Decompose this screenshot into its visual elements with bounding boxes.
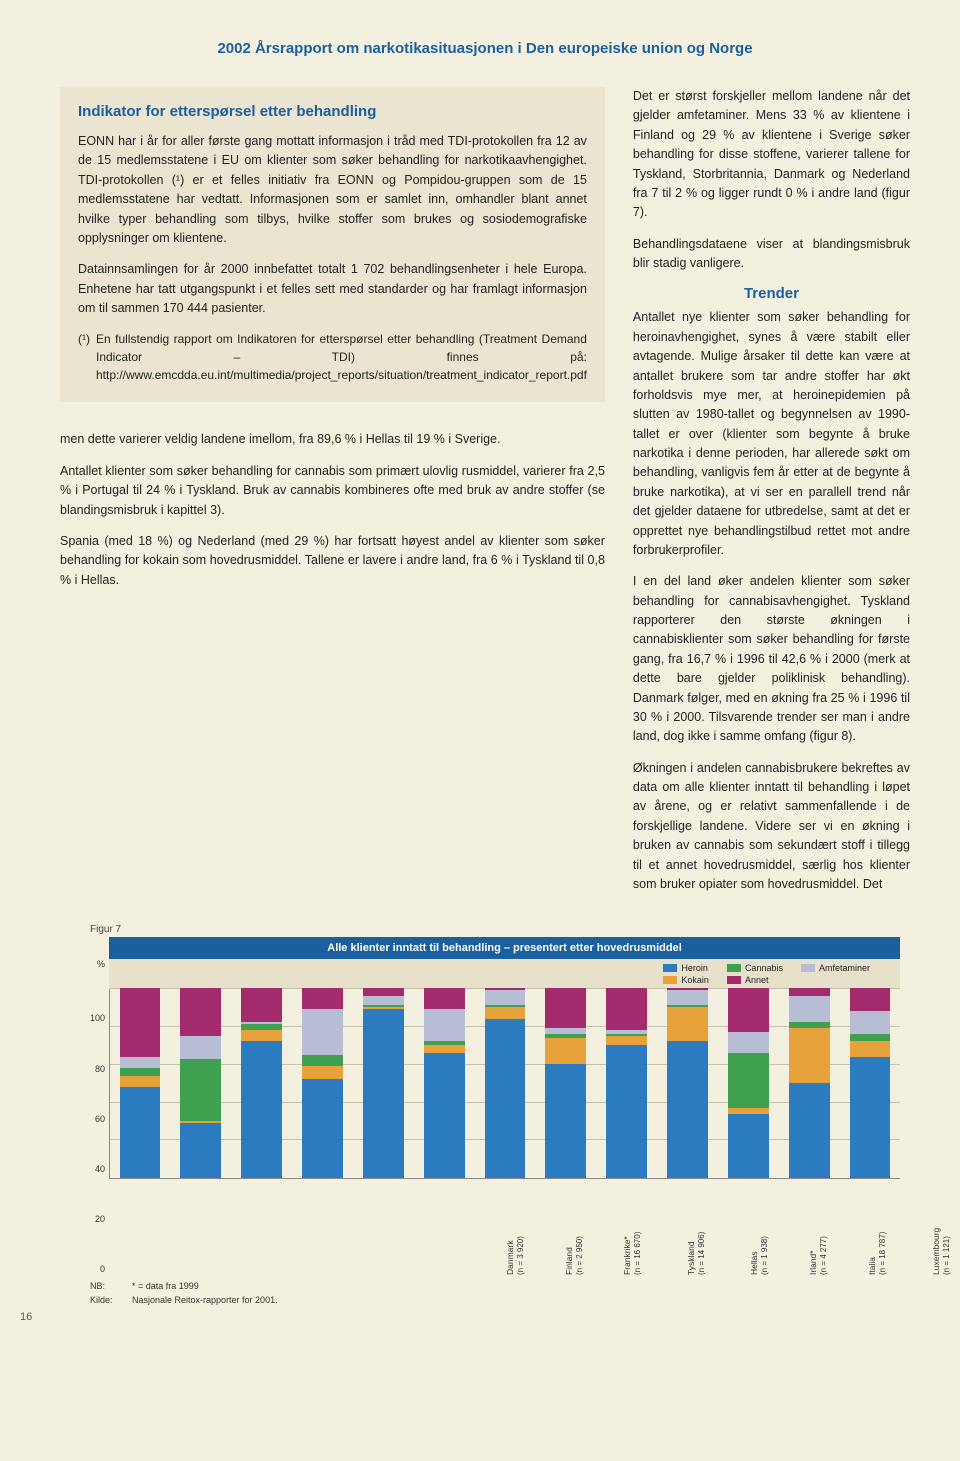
bar-11 bbox=[789, 988, 830, 1178]
footnote-text: En fullstendig rapport om Indikatoren fo… bbox=[96, 330, 587, 384]
left-p2: Antallet klienter som søker behandling f… bbox=[60, 462, 605, 520]
y-axis: % 100 80 60 40 20 0 bbox=[90, 937, 109, 1274]
bar-0 bbox=[120, 988, 161, 1178]
chart-title: Alle klienter inntatt til behandling – p… bbox=[109, 937, 900, 959]
ytick-80: 80 bbox=[95, 1065, 105, 1074]
note-kilde-label: Kilde: bbox=[90, 1294, 132, 1308]
right-p3: Antallet nye klienter som søker behandli… bbox=[633, 308, 910, 560]
figure-label: Figur 7 bbox=[90, 924, 900, 935]
two-column-layout: Indikator for etterspørsel etter behandl… bbox=[60, 87, 910, 894]
info-box-title: Indikator for etterspørsel etter behandl… bbox=[78, 103, 587, 120]
legend-heroin: Heroin bbox=[663, 963, 709, 973]
note-nb-text: * = data fra 1999 bbox=[132, 1281, 199, 1291]
left-column: Indikator for etterspørsel etter behandl… bbox=[60, 87, 605, 894]
bar-10 bbox=[728, 988, 769, 1178]
ytick-100: 100 bbox=[90, 1014, 105, 1023]
bar-4 bbox=[363, 988, 404, 1178]
ytick-20: 20 bbox=[95, 1215, 105, 1224]
chart-legend: Heroin Kokain Cannabis Annet Amfetaminer bbox=[109, 959, 900, 989]
footnote-mark: (¹) bbox=[78, 330, 90, 384]
x-axis-labels: Danmark(n = 3 920)Finland(n = 2 950)Fran… bbox=[109, 1179, 900, 1274]
ytick-0: 0 bbox=[100, 1265, 105, 1274]
y-axis-unit: % bbox=[97, 959, 105, 973]
ytick-40: 40 bbox=[95, 1165, 105, 1174]
right-column: Det er størst forskjeller mellom landene… bbox=[633, 87, 910, 894]
legend-cannabis: Cannabis bbox=[727, 963, 783, 973]
plot-column: Alle klienter inntatt til behandling – p… bbox=[109, 937, 900, 1274]
running-header: 2002 Årsrapport om narkotikasituasjonen … bbox=[60, 40, 910, 57]
page-number: 16 bbox=[20, 1311, 32, 1323]
figure-7: Figur 7 % 100 80 60 40 20 0 Alle kliente… bbox=[60, 924, 910, 1307]
chart: % 100 80 60 40 20 0 Alle klienter inntat… bbox=[90, 937, 900, 1274]
right-p5: Økningen i andelen cannabisbrukere bekre… bbox=[633, 759, 910, 895]
info-box: Indikator for etterspørsel etter behandl… bbox=[60, 87, 605, 402]
ytick-60: 60 bbox=[95, 1115, 105, 1124]
note-kilde-text: Nasjonale Reitox-rapporter for 2001. bbox=[132, 1295, 278, 1305]
bar-7 bbox=[545, 988, 586, 1178]
info-box-footnote: (¹) En fullstendig rapport om Indikatore… bbox=[78, 330, 587, 384]
left-p3: Spania (med 18 %) og Nederland (med 29 %… bbox=[60, 532, 605, 590]
right-p4: I en del land øker andelen klienter som … bbox=[633, 572, 910, 746]
xlabel-7: Luxembourg(n = 1 121) bbox=[931, 1228, 960, 1275]
bar-9 bbox=[667, 988, 708, 1178]
right-p1: Det er størst forskjeller mellom landene… bbox=[633, 87, 910, 223]
plot-area bbox=[109, 989, 900, 1179]
left-p1: men dette varierer veldig landene imello… bbox=[60, 430, 605, 449]
note-nb-label: NB: bbox=[90, 1280, 132, 1294]
info-box-p1: EONN har i år for aller første gang mott… bbox=[78, 132, 587, 248]
bar-3 bbox=[302, 988, 343, 1178]
legend-amfetaminer: Amfetaminer bbox=[801, 963, 870, 973]
bar-8 bbox=[606, 988, 647, 1178]
bar-1 bbox=[180, 988, 221, 1178]
section-head-trender: Trender bbox=[633, 285, 910, 302]
bar-5 bbox=[424, 988, 465, 1178]
legend-annet: Annet bbox=[727, 975, 783, 985]
bar-12 bbox=[850, 988, 891, 1178]
bar-6 bbox=[485, 988, 526, 1178]
legend-kokain: Kokain bbox=[663, 975, 709, 985]
info-box-p2: Datainnsamlingen for år 2000 innbefattet… bbox=[78, 260, 587, 318]
bar-2 bbox=[241, 988, 282, 1178]
figure-notes: NB:* = data fra 1999 Kilde:Nasjonale Rei… bbox=[90, 1280, 900, 1307]
right-p2: Behandlingsdataene viser at blandingsmis… bbox=[633, 235, 910, 274]
